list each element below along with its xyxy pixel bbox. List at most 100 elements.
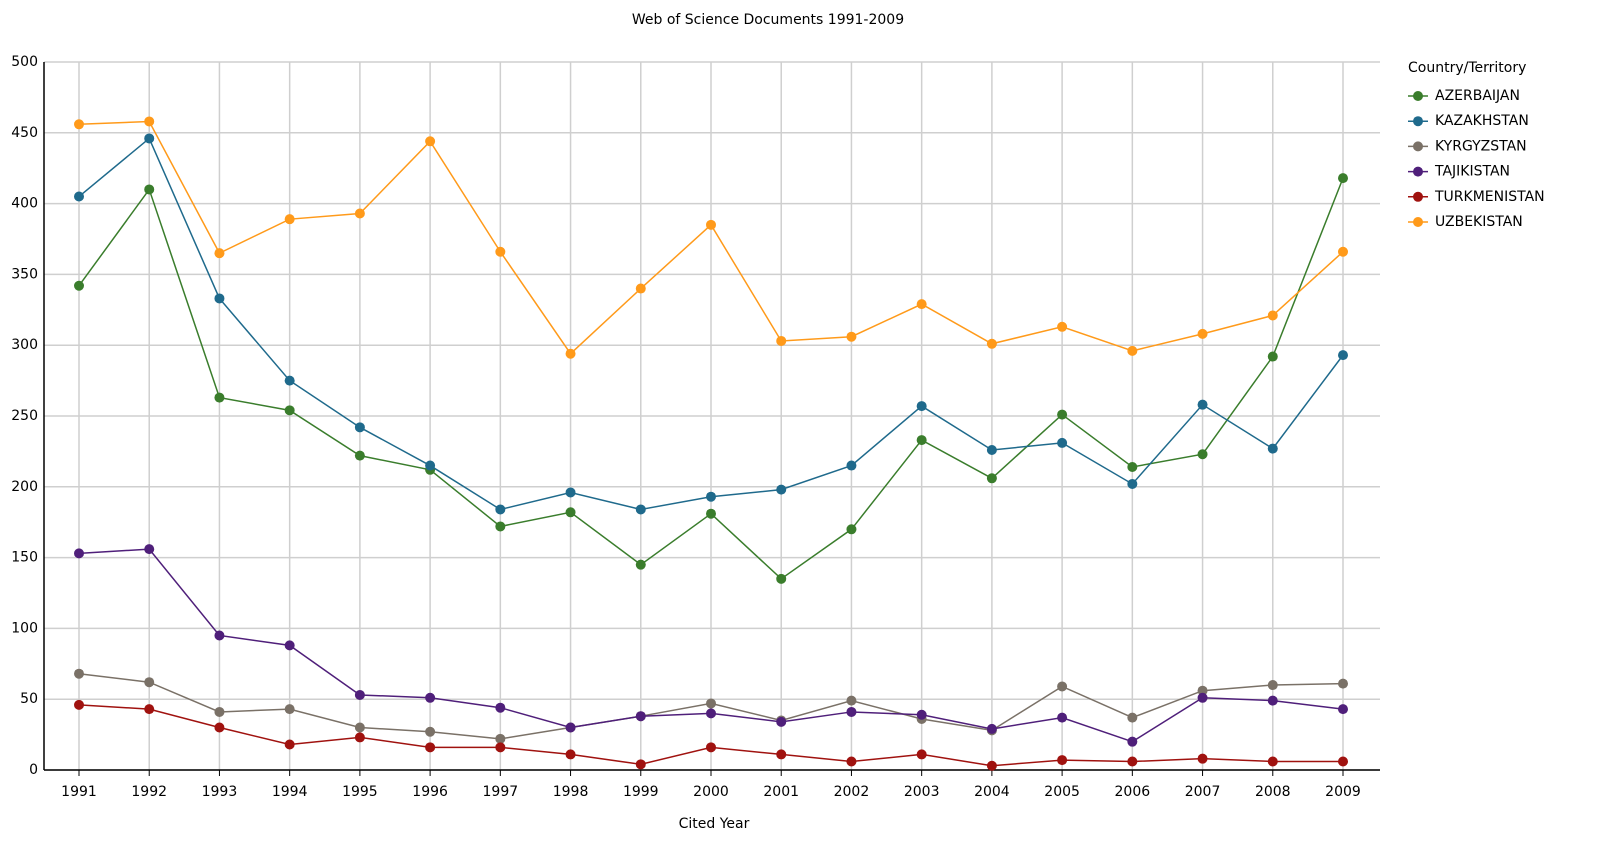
data-point: [1338, 246, 1348, 257]
data-point: [284, 704, 295, 715]
data-point: [74, 699, 84, 710]
data-point: [1057, 712, 1068, 723]
legend-swatch: [1413, 217, 1423, 227]
data-point: [706, 491, 716, 502]
legend-swatch: [1413, 141, 1423, 152]
data-point: [635, 559, 646, 570]
data-point: [1057, 681, 1068, 692]
data-point: [495, 504, 506, 515]
legend-label: UZBEKISTAN: [1435, 214, 1523, 230]
data-point: [1267, 351, 1278, 362]
x-tick-label: 1991: [61, 784, 97, 800]
y-tick-label: 50: [20, 691, 38, 707]
data-point: [214, 392, 225, 403]
x-tick-label: 1998: [553, 784, 589, 800]
data-point: [846, 524, 857, 535]
legend-label: KYRGYZSTAN: [1435, 138, 1527, 154]
data-point: [1267, 695, 1278, 706]
x-tick-label: 2000: [693, 784, 729, 800]
x-axis-label: Cited Year: [679, 816, 750, 832]
data-point: [495, 246, 506, 257]
data-point: [635, 504, 646, 515]
legend-swatch: [1413, 166, 1423, 177]
data-point: [284, 375, 295, 386]
data-point: [74, 191, 84, 202]
data-point: [354, 689, 365, 700]
data-point: [1057, 437, 1068, 448]
data-point: [706, 708, 716, 719]
legend-swatch: [1413, 191, 1423, 202]
x-tick-label: 2005: [1044, 784, 1080, 800]
data-point: [776, 573, 787, 584]
legend-label: TAJIKISTAN: [1434, 164, 1510, 180]
legend-swatch: [1413, 91, 1423, 101]
x-tick-label: 1994: [272, 784, 308, 800]
data-point: [1267, 443, 1278, 454]
data-point: [1338, 678, 1348, 689]
x-tick-label: 1997: [483, 784, 519, 800]
data-point: [425, 692, 436, 703]
data-point: [144, 544, 155, 555]
data-point: [1197, 692, 1208, 703]
legend-swatch: [1413, 116, 1423, 127]
data-point: [916, 749, 927, 760]
data-point: [1267, 680, 1278, 691]
x-tick-label: 2008: [1255, 784, 1291, 800]
data-point: [144, 116, 155, 127]
data-point: [916, 435, 927, 446]
data-point: [635, 283, 646, 294]
data-point: [916, 299, 927, 310]
y-tick-label: 0: [29, 762, 38, 778]
data-point: [74, 119, 84, 130]
data-point: [1127, 712, 1138, 723]
x-tick-label: 1993: [202, 784, 238, 800]
data-point: [354, 732, 365, 743]
data-point: [916, 709, 927, 720]
x-tick-label: 2002: [834, 784, 870, 800]
data-point: [1127, 461, 1138, 472]
data-point: [74, 668, 84, 679]
data-point: [776, 749, 787, 760]
data-point: [74, 280, 84, 291]
data-point: [1057, 755, 1068, 766]
data-point: [1197, 449, 1208, 460]
data-point: [1338, 756, 1348, 767]
legend-label: AZERBAIJAN: [1435, 88, 1520, 104]
data-point: [1338, 173, 1348, 184]
data-point: [846, 695, 857, 706]
y-tick-label: 300: [11, 337, 38, 353]
data-point: [425, 136, 436, 147]
y-tick-label: 350: [11, 266, 38, 282]
x-tick-label: 1996: [412, 784, 448, 800]
legend-label: TURKMENISTAN: [1434, 189, 1545, 205]
y-tick-label: 400: [11, 196, 38, 212]
data-point: [1197, 753, 1208, 764]
data-point: [635, 711, 646, 722]
data-point: [354, 722, 365, 733]
data-point: [986, 444, 997, 455]
data-point: [1338, 350, 1348, 361]
data-point: [1057, 321, 1068, 332]
x-tick-label: 2007: [1185, 784, 1221, 800]
data-point: [706, 219, 716, 230]
data-point: [354, 450, 365, 461]
data-point: [846, 756, 857, 767]
data-point: [1197, 685, 1208, 696]
x-tick-label: 1995: [342, 784, 378, 800]
x-tick-label: 2006: [1115, 784, 1151, 800]
data-point: [776, 335, 787, 346]
data-point: [565, 749, 576, 760]
data-point: [565, 348, 576, 359]
y-tick-label: 450: [11, 125, 38, 141]
data-point: [214, 706, 225, 717]
chart-title: Web of Science Documents 1991-2009: [632, 12, 904, 28]
data-point: [144, 704, 155, 715]
y-tick-label: 150: [11, 550, 38, 566]
data-point: [354, 422, 365, 433]
data-point: [284, 405, 295, 416]
data-point: [425, 742, 436, 753]
data-point: [284, 214, 295, 225]
data-point: [706, 742, 716, 753]
data-point: [1197, 328, 1208, 339]
